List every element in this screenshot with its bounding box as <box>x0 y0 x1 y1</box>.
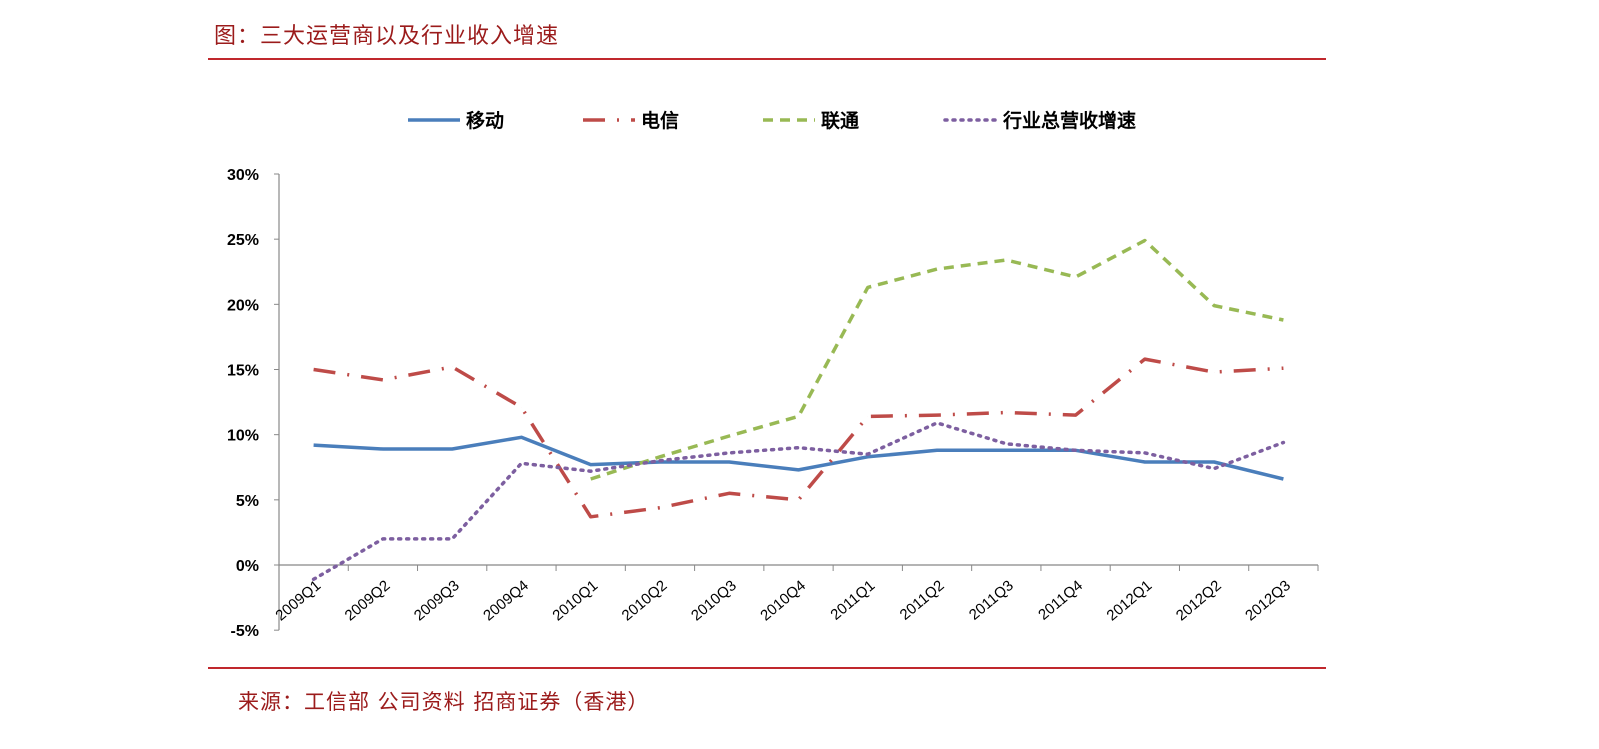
x-tick-label: 2009Q4 <box>480 577 532 624</box>
x-tick-label: 2012Q3 <box>1242 577 1294 624</box>
y-tick-label: 10% <box>227 428 259 445</box>
footer-divider <box>208 667 1326 669</box>
x-tick-label: 2011Q1 <box>827 577 878 624</box>
x-tick-label: 2011Q4 <box>1035 577 1086 624</box>
x-tick-label: 2010Q2 <box>619 577 671 624</box>
title-divider <box>208 58 1326 60</box>
legend-label: 行业总营收增速 <box>1002 109 1136 132</box>
x-tick-label: 2012Q1 <box>1104 577 1156 624</box>
y-tick-label: -5% <box>231 623 259 640</box>
x-tick-label: 2010Q3 <box>688 577 740 624</box>
x-tick-label: 2010Q4 <box>757 577 809 624</box>
legend-label: 电信 <box>641 109 679 132</box>
legend-label: 联通 <box>821 110 860 132</box>
y-tick-label: 0% <box>236 558 259 575</box>
figure-title: 图：三大运营商以及行业收入增速 <box>214 24 560 49</box>
y-tick-label: 30% <box>227 167 259 184</box>
y-tick-label: 15% <box>227 363 259 380</box>
series-line-2 <box>590 238 1284 481</box>
x-tick-label: 2011Q2 <box>897 577 948 624</box>
y-tick-label: 5% <box>236 493 259 510</box>
series-line-0 <box>313 435 1284 481</box>
x-tick-label: 2010Q1 <box>549 577 601 624</box>
y-tick-label: 20% <box>227 297 259 314</box>
y-tick-label: 25% <box>227 232 259 249</box>
legend-label: 移动 <box>466 109 504 132</box>
x-tick-label: 2012Q2 <box>1173 577 1225 624</box>
x-tick-label: 2009Q3 <box>411 577 463 624</box>
series-line-1 <box>313 357 1284 519</box>
x-tick-label: 2009Q1 <box>272 577 324 624</box>
x-tick-label: 2011Q3 <box>966 577 1017 624</box>
source-note: 来源：工信部 公司资料 招商证券（香港） <box>238 690 650 714</box>
x-tick-label: 2009Q2 <box>342 577 394 624</box>
